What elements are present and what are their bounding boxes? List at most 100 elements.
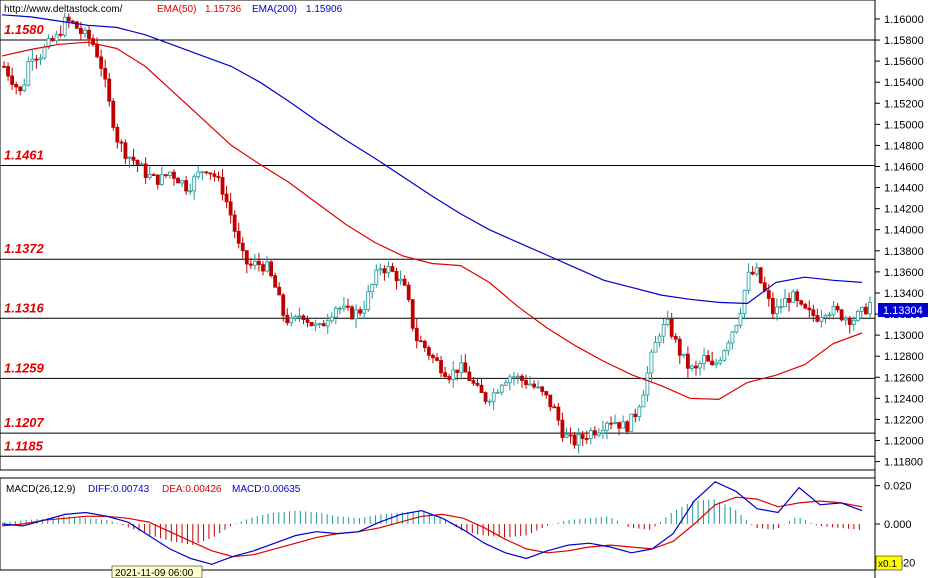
candle-body [301,315,306,321]
candle-body [313,323,318,327]
candle-body [859,306,864,312]
candle-body [661,324,666,337]
candle-body [447,376,452,380]
price-axis: 1.16000 1.15800 1.15600 1.15400 1.15200 1.150… [875,14,924,469]
candle-body [26,60,31,86]
level-label: 1.1185 [4,438,44,453]
ema-lines [1,14,863,401]
candle-body [30,58,35,62]
level-label: 1.1372 [4,241,45,256]
candle-body [625,421,630,432]
candle-body [297,315,302,318]
candle-body [726,342,731,352]
candle-body [155,174,160,185]
candle-body [277,286,282,296]
candle-body [70,20,75,23]
zoom-value: x0.1 [878,559,897,570]
candle-body [459,362,464,373]
candle-body [633,413,638,418]
candle-body [394,271,399,282]
price-panel [0,0,876,471]
candle-body [548,394,553,408]
price-tick-label: 1.12000 [884,435,924,447]
candle-body [50,38,55,42]
macd-diff: DIFF:0.00743 [88,484,150,495]
candle-body [398,278,403,282]
candle-body [366,291,371,310]
candle-body [285,314,290,324]
candle-body [835,305,840,311]
candle-body [775,306,779,315]
candle-body [811,309,816,316]
candle-body [738,313,743,326]
candle-body [592,430,597,436]
price-tick-label: 1.15800 [884,35,924,47]
macd-title: MACD(26,12,9) [6,484,75,495]
candle-body [754,267,759,275]
candle-body [58,33,63,36]
candle-body [204,171,209,174]
candle-body [257,260,261,266]
candle-body [107,78,112,102]
candle-body [475,382,480,386]
candle-body [224,193,229,203]
zoom-box[interactable] [875,555,903,571]
price-tick-label: 1.12200 [884,414,924,426]
candle-body [99,56,104,69]
candle-body [91,38,95,45]
candle-body [358,309,363,314]
candle-body [580,434,585,439]
candle-body [827,314,832,317]
candle-body [163,174,168,177]
candle-body [524,380,528,386]
ema200-label: EMA(200) [252,4,297,15]
candle-body [815,315,820,322]
candle-body [244,250,249,265]
candle-body [79,27,83,35]
candle-body [645,372,650,396]
candle-body [34,58,39,61]
ema50-value: 1.15736 [205,4,242,15]
candle-body [119,141,124,144]
candle-body [868,302,872,315]
candle-body [596,432,601,436]
candle-body [718,359,723,364]
candle-body [54,33,59,42]
candle-body [487,400,492,403]
candle-body [516,375,520,378]
candle-body [370,284,375,293]
candle-body [714,362,719,366]
candle-body [657,335,662,343]
price-tick-label: 1.11800 [884,457,923,469]
level-label: 1.1461 [4,147,44,162]
macd-dea: DEA:0.00426 [162,484,222,495]
candle-body [564,434,569,438]
macd-indicator [1,481,863,565]
candle-body [337,307,342,310]
candle-body [560,419,565,438]
candle-body [406,284,411,301]
candle-body [819,317,824,322]
last-price-box [878,303,928,317]
candle-body [855,310,860,321]
candle-body [491,392,496,402]
candle-body [681,353,686,356]
candle-body [42,46,47,59]
candle-body [471,380,476,384]
candle-body [220,177,225,195]
candle-body [520,375,524,381]
candle-body [685,353,690,369]
candle-body [750,271,755,275]
candle-body [6,66,10,77]
candle-body [269,261,273,277]
candle-body [159,174,164,185]
candle-body [584,438,589,440]
candle-body [576,434,581,446]
candle-body [572,434,577,446]
candle-body [2,65,6,68]
candle-body [532,383,537,388]
candle-body [83,29,87,35]
candle-body [746,271,751,291]
macd-tick-label: 0.020 [884,481,912,493]
